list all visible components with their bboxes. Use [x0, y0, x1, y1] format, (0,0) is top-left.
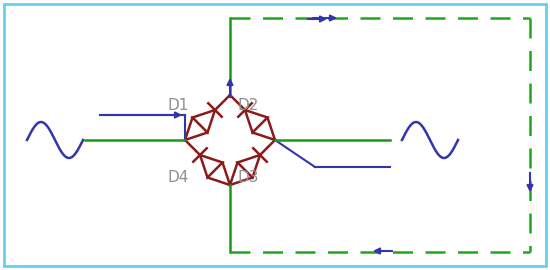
- Text: D3: D3: [237, 170, 258, 185]
- Text: D1: D1: [167, 97, 189, 113]
- Text: D4: D4: [167, 170, 189, 185]
- Text: D2: D2: [237, 97, 258, 113]
